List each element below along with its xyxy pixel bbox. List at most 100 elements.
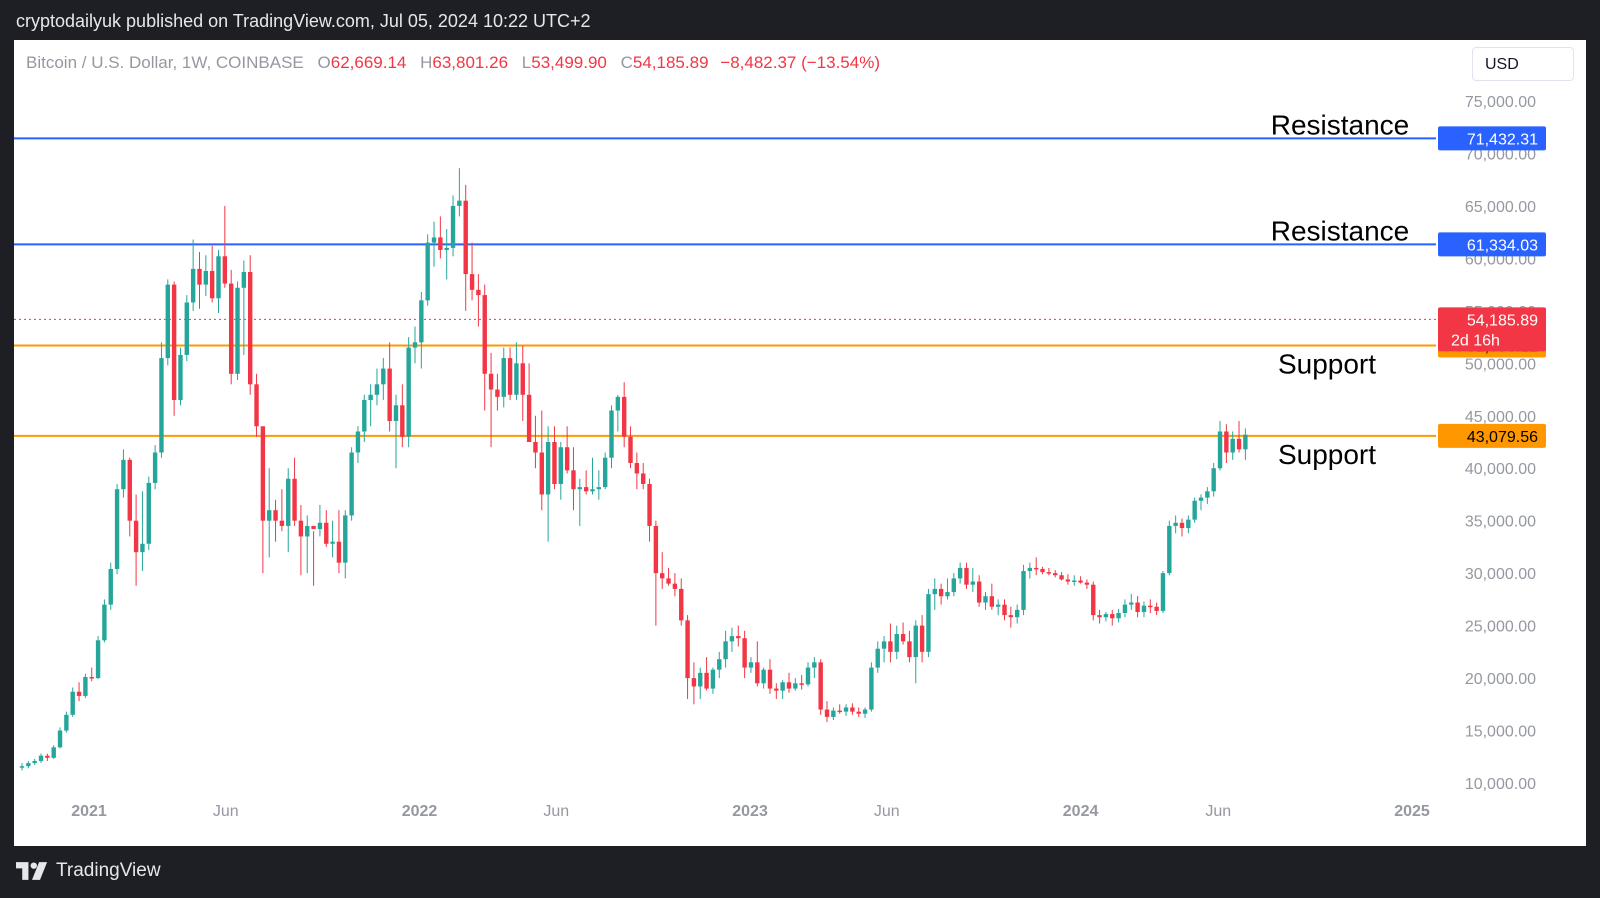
candle-body bbox=[862, 709, 868, 714]
candle-body bbox=[26, 763, 31, 767]
tradingview-brand[interactable]: TradingView bbox=[56, 860, 161, 881]
candle-body bbox=[742, 638, 747, 668]
candle-body bbox=[526, 394, 532, 442]
x-tick-label: 2023 bbox=[732, 803, 768, 820]
candle-body bbox=[400, 405, 405, 437]
candle-body bbox=[1198, 497, 1204, 501]
candle bbox=[1192, 497, 1197, 523]
candle-body bbox=[343, 515, 348, 563]
candle bbox=[843, 704, 849, 716]
candle bbox=[888, 623, 893, 663]
candle-body bbox=[1008, 615, 1014, 618]
candle bbox=[881, 636, 887, 663]
candles-layer bbox=[19, 168, 1248, 771]
candle-body bbox=[1129, 602, 1134, 605]
candle-body bbox=[552, 442, 557, 484]
candle bbox=[685, 615, 690, 700]
chart-panel[interactable]: Resistance Resistance Support Support 10,00… bbox=[14, 40, 1586, 846]
candle bbox=[964, 562, 969, 589]
candle-body bbox=[1217, 431, 1223, 469]
candle bbox=[476, 274, 481, 327]
candle-body bbox=[1046, 572, 1052, 574]
candle-body bbox=[70, 691, 75, 715]
candle bbox=[203, 255, 209, 297]
candle bbox=[450, 195, 456, 257]
candle bbox=[70, 687, 75, 717]
candle-body bbox=[837, 710, 842, 713]
candle-body bbox=[843, 707, 849, 712]
candle bbox=[545, 426, 551, 542]
candle bbox=[539, 410, 544, 511]
candle-body bbox=[1192, 500, 1197, 520]
candle-body bbox=[1205, 491, 1210, 498]
candle-body bbox=[89, 677, 94, 679]
candle-body bbox=[507, 358, 513, 395]
candle-body bbox=[292, 478, 297, 521]
close-label: C bbox=[620, 53, 633, 72]
candle-body bbox=[488, 373, 494, 390]
candle-body bbox=[736, 636, 741, 639]
candle-body bbox=[368, 394, 373, 401]
candle-body bbox=[457, 200, 462, 206]
candle-body bbox=[964, 567, 969, 585]
high-value: 63,801.26 bbox=[432, 53, 509, 72]
candle-body bbox=[1186, 519, 1191, 529]
candle-body bbox=[1103, 614, 1109, 618]
y-tick-label: 75,000.00 bbox=[1465, 94, 1536, 111]
candle-body bbox=[615, 396, 621, 411]
y-tick-label: 15,000.00 bbox=[1465, 724, 1536, 741]
candle bbox=[393, 394, 399, 469]
candle bbox=[317, 504, 323, 537]
low-value: 53,499.90 bbox=[531, 53, 607, 72]
candle-body bbox=[1027, 567, 1033, 572]
candle-body bbox=[374, 384, 380, 395]
candle-body bbox=[850, 707, 855, 712]
candle-body bbox=[894, 634, 899, 652]
candle bbox=[634, 452, 640, 490]
x-tick-label: 2025 bbox=[1394, 803, 1430, 820]
price-tags: 71,432.3161,334.0351,693.2143,079.5654,1… bbox=[1438, 126, 1546, 448]
candle bbox=[197, 252, 202, 309]
candle-body bbox=[945, 592, 950, 597]
candle bbox=[945, 578, 950, 600]
candle bbox=[311, 525, 316, 586]
candle bbox=[710, 667, 716, 694]
change-value: −8,482.37 (−13.54%) bbox=[720, 53, 880, 72]
candle bbox=[767, 659, 773, 694]
y-tick-label: 20,000.00 bbox=[1465, 671, 1536, 688]
candle-body bbox=[571, 470, 576, 490]
candle-body bbox=[672, 583, 678, 589]
candle-body bbox=[710, 669, 716, 689]
candle-body bbox=[1148, 605, 1153, 608]
candle-body bbox=[1053, 573, 1058, 576]
candle-body bbox=[121, 459, 126, 490]
candle-body bbox=[501, 358, 506, 397]
candle-body bbox=[767, 669, 773, 689]
candle bbox=[1002, 599, 1007, 621]
candle bbox=[121, 449, 126, 498]
candle-body bbox=[812, 662, 817, 668]
candle-body bbox=[558, 447, 563, 484]
symbol-title[interactable]: Bitcoin / U.S. Dollar, 1W, COINBASE bbox=[26, 53, 304, 72]
candle-body bbox=[514, 363, 519, 395]
candle-body bbox=[583, 487, 589, 492]
candle-body bbox=[152, 452, 158, 483]
candle bbox=[748, 657, 754, 673]
candle bbox=[1167, 520, 1172, 576]
candle bbox=[628, 426, 633, 469]
candle bbox=[818, 659, 823, 715]
candle bbox=[609, 405, 614, 469]
candle bbox=[1154, 602, 1159, 616]
candle bbox=[178, 347, 183, 406]
candle-body bbox=[970, 581, 976, 585]
candle-body bbox=[799, 683, 804, 685]
resistance-price-tag bbox=[1438, 126, 1546, 151]
candle bbox=[602, 452, 608, 490]
currency-button[interactable]: USD bbox=[1472, 47, 1574, 81]
candle bbox=[564, 426, 570, 474]
support-annotation: Support bbox=[1278, 349, 1376, 380]
candle bbox=[330, 520, 335, 558]
candle-body bbox=[495, 389, 500, 397]
candle-body bbox=[793, 683, 798, 689]
price-chart[interactable]: Resistance Resistance Support Support 10,00… bbox=[14, 40, 1586, 846]
